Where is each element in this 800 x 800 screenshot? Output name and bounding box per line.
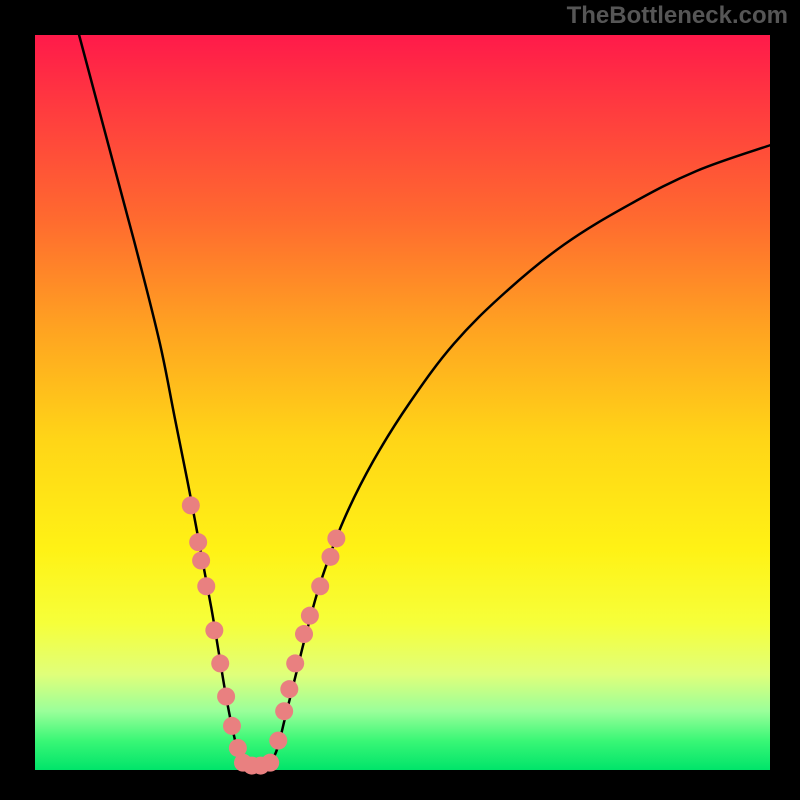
data-marker <box>275 702 293 720</box>
chart-container: TheBottleneck.com <box>0 0 800 800</box>
plot-area <box>35 35 770 775</box>
data-marker <box>269 732 287 750</box>
data-marker <box>217 688 235 706</box>
data-marker <box>192 552 210 570</box>
data-marker <box>286 654 304 672</box>
data-marker <box>311 577 329 595</box>
chart-svg <box>0 0 800 800</box>
data-marker <box>182 496 200 514</box>
data-marker <box>321 548 339 566</box>
data-marker <box>327 529 345 547</box>
data-marker <box>280 680 298 698</box>
data-marker <box>223 717 241 735</box>
data-marker <box>189 533 207 551</box>
gradient-background <box>35 35 770 770</box>
data-marker <box>205 621 223 639</box>
data-marker <box>211 654 229 672</box>
data-marker <box>301 607 319 625</box>
data-marker <box>261 754 279 772</box>
data-marker <box>295 625 313 643</box>
watermark-text: TheBottleneck.com <box>567 2 788 30</box>
data-marker <box>197 577 215 595</box>
